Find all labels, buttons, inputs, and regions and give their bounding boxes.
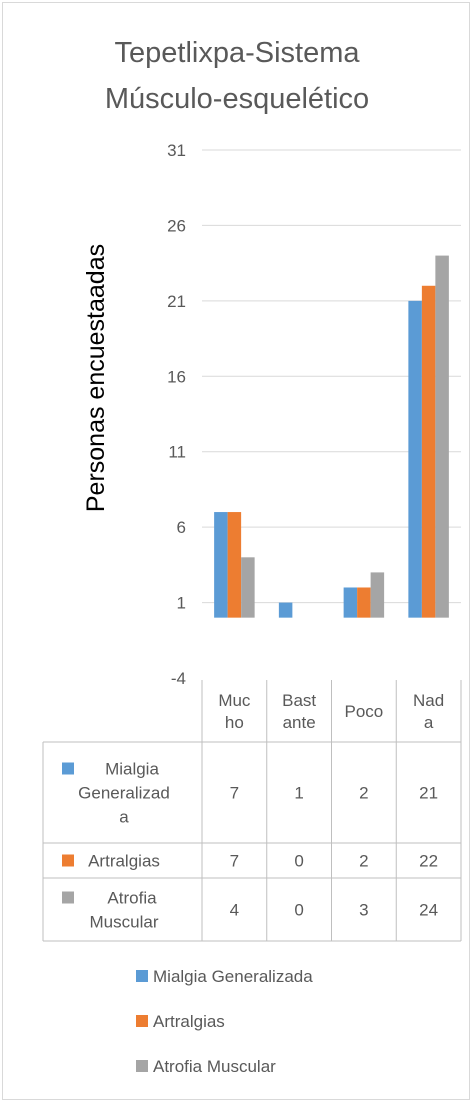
table-value-cell: 2: [359, 852, 368, 871]
table-value-cell: 4: [230, 901, 239, 920]
table-header-cell: Poco: [345, 702, 384, 721]
bar: [241, 557, 255, 618]
bar: [357, 587, 371, 618]
table-row-label: Mialgia: [105, 760, 159, 779]
legend-label: Atrofia Muscular: [153, 1057, 276, 1076]
bar: [435, 255, 449, 618]
legend-label: Mialgia Generalizada: [153, 967, 313, 986]
table-row-label: Generalizad: [78, 784, 170, 803]
table-value-cell: 7: [230, 852, 239, 871]
table-row-label: Atrofia: [107, 889, 157, 908]
table-value-cell: 22: [419, 852, 438, 871]
bar: [278, 602, 293, 618]
table-value-cell: 0: [294, 852, 303, 871]
table-header-cell: Muc: [218, 691, 251, 710]
chart-title-line: Músculo-esquelético: [105, 83, 369, 115]
table-value-cell: 7: [230, 784, 239, 803]
table-header-cell: Nad: [413, 691, 444, 710]
y-tick-label: 6: [177, 518, 186, 537]
legend-swatch: [136, 1060, 148, 1072]
bar: [227, 512, 242, 618]
table-value-cell: 24: [419, 901, 438, 920]
table-value-cell: 21: [419, 784, 438, 803]
table-row-label: Muscular: [90, 913, 159, 932]
bar: [408, 300, 422, 618]
table-value-cell: 2: [359, 784, 368, 803]
table-value-cell: 0: [294, 901, 303, 920]
table-header-cell: a: [424, 713, 434, 732]
y-tick-label: 26: [167, 216, 186, 235]
table-legend-key: [62, 891, 74, 904]
table-row-label: Artralgias: [88, 852, 160, 871]
legend-swatch: [136, 1015, 148, 1027]
bar: [343, 587, 358, 618]
bar: [214, 512, 228, 618]
table-value-cell: 1: [294, 784, 303, 803]
y-tick-label: 1: [177, 594, 186, 613]
y-tick-label: 16: [167, 367, 186, 386]
y-axis-label: Personas encuestaadas: [82, 244, 110, 512]
table-header-cell: ho: [225, 713, 244, 732]
legend-swatch: [136, 970, 148, 982]
table-header-cell: ante: [283, 713, 316, 732]
y-tick-label: -4: [171, 669, 186, 688]
table-legend-key: [62, 854, 74, 867]
y-tick-label: 21: [167, 292, 186, 311]
y-tick-label: 11: [168, 443, 186, 462]
bar: [421, 285, 436, 618]
bar: [370, 572, 385, 618]
table-legend-key: [62, 762, 74, 775]
table-row-label: a: [119, 808, 129, 827]
y-tick-label: 31: [167, 141, 186, 160]
table-header-cell: Bast: [282, 691, 316, 710]
table-value-cell: 3: [359, 901, 368, 920]
legend-label: Artralgias: [153, 1012, 225, 1031]
chart-title-line: Tepetlixpa-Sistema: [115, 37, 361, 69]
